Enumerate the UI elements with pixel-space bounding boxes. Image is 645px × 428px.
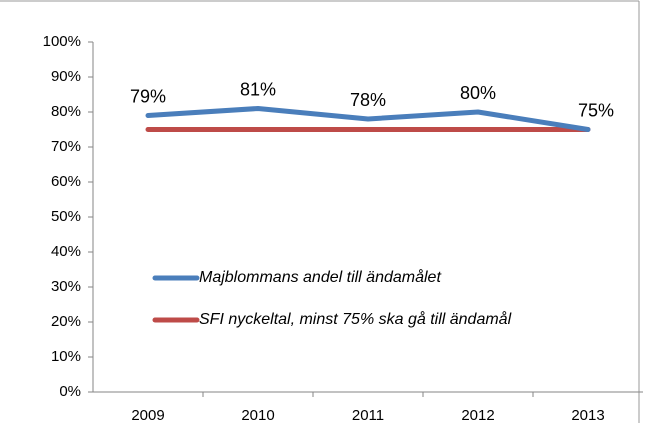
value-label: 81% bbox=[240, 79, 276, 99]
x-tick-label: 2013 bbox=[571, 407, 604, 423]
legend-label: SFI nyckeltal, minst 75% ska gå till änd… bbox=[199, 310, 512, 328]
legend-label: Majblommans andel till ändamålet bbox=[199, 268, 441, 286]
y-tick-label: 60% bbox=[51, 173, 81, 190]
value-label: 79% bbox=[130, 86, 166, 106]
y-tick-label: 10% bbox=[51, 348, 81, 365]
x-tick-label: 2010 bbox=[241, 407, 274, 423]
line bbox=[145, 106, 591, 132]
y-tick-label: 90% bbox=[51, 68, 81, 85]
value-label: 75% bbox=[578, 100, 614, 120]
y-tick-label: 100% bbox=[43, 33, 81, 50]
y-tick-label: 50% bbox=[51, 208, 81, 225]
legend-bg bbox=[147, 264, 625, 292]
legend-bg bbox=[147, 306, 625, 334]
x-tick-label: 2011 bbox=[352, 407, 384, 423]
y-tick-label: 80% bbox=[51, 103, 81, 120]
y-tick-label: 70% bbox=[51, 138, 81, 155]
y-tick-label: 0% bbox=[59, 383, 81, 400]
y-tick-label: 30% bbox=[51, 278, 81, 295]
x-tick-label: 2009 bbox=[131, 407, 164, 423]
x-tick-label: 2012 bbox=[461, 407, 494, 423]
y-tick-label: 20% bbox=[51, 313, 81, 330]
y-tick-label: 40% bbox=[51, 243, 81, 260]
value-label: 78% bbox=[350, 90, 386, 110]
value-label: 80% bbox=[460, 83, 496, 103]
